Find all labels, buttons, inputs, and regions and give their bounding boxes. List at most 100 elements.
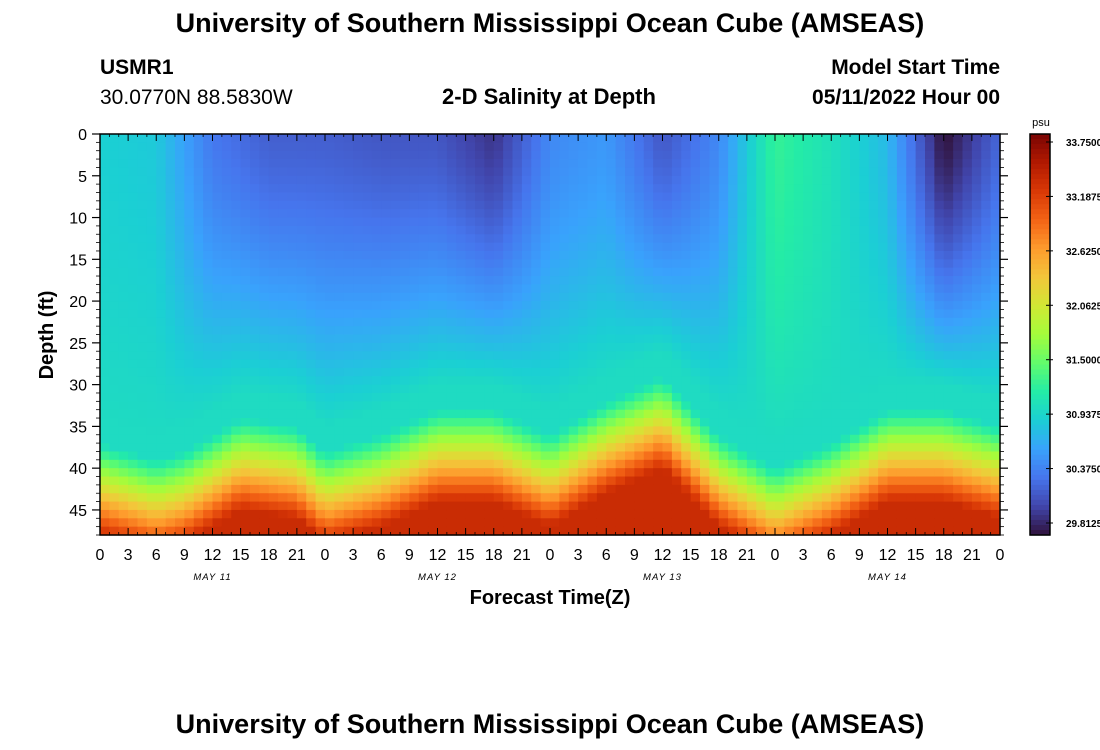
heatmap-cell bbox=[521, 175, 532, 185]
heatmap-cell bbox=[353, 284, 364, 294]
heatmap-cell bbox=[606, 384, 617, 394]
heatmap-cell bbox=[465, 284, 476, 294]
heatmap-cell bbox=[765, 292, 776, 302]
heatmap-cell bbox=[850, 192, 860, 202]
heatmap-cell bbox=[625, 468, 635, 478]
heatmap-cell bbox=[962, 484, 973, 494]
heatmap-cell bbox=[240, 167, 251, 177]
heatmap-cell bbox=[971, 267, 982, 277]
heatmap-cell bbox=[859, 359, 870, 369]
heatmap-cell bbox=[521, 526, 532, 536]
heatmap-cell bbox=[587, 276, 598, 285]
heatmap-cell bbox=[156, 159, 167, 169]
heatmap-cell bbox=[353, 317, 364, 327]
heatmap-cell bbox=[325, 493, 335, 503]
heatmap-cell bbox=[662, 509, 673, 519]
heatmap-cell bbox=[690, 409, 701, 419]
heatmap-cell bbox=[784, 209, 795, 219]
heatmap-cell bbox=[625, 200, 635, 210]
heatmap-cell bbox=[878, 443, 889, 453]
heatmap-cell bbox=[962, 217, 973, 227]
heatmap-cell bbox=[353, 401, 364, 411]
heatmap-cell bbox=[925, 209, 935, 219]
heatmap-cell bbox=[400, 359, 410, 369]
heatmap-cell bbox=[531, 317, 542, 327]
heatmap-cell bbox=[306, 443, 317, 453]
heatmap-cell bbox=[803, 242, 814, 252]
heatmap-cell bbox=[615, 334, 626, 344]
heatmap-cell bbox=[625, 184, 635, 194]
heatmap-cell bbox=[896, 367, 907, 377]
heatmap-cell bbox=[418, 234, 429, 244]
heatmap-cell bbox=[493, 493, 504, 503]
heatmap-cell bbox=[456, 259, 467, 269]
heatmap-cell bbox=[128, 276, 139, 285]
heatmap-cell bbox=[325, 409, 335, 419]
colorbar-segment bbox=[1030, 199, 1050, 205]
heatmap-cell bbox=[718, 459, 729, 469]
heatmap-cell bbox=[578, 351, 589, 361]
heatmap-cell bbox=[362, 351, 373, 361]
heatmap-cell bbox=[540, 401, 551, 411]
heatmap-cell bbox=[296, 451, 307, 461]
heatmap-cell bbox=[887, 426, 898, 436]
heatmap-cell bbox=[109, 342, 120, 352]
heatmap-cell bbox=[250, 200, 260, 210]
heatmap-cell bbox=[268, 484, 279, 494]
heatmap-cell bbox=[100, 434, 110, 444]
heatmap-cell bbox=[821, 242, 832, 252]
heatmap-cell bbox=[953, 501, 964, 511]
heatmap-cell bbox=[503, 484, 514, 494]
heatmap-cell bbox=[493, 326, 504, 336]
heatmap-cell bbox=[634, 484, 645, 494]
heatmap-cell bbox=[353, 493, 364, 503]
heatmap-cell bbox=[240, 409, 251, 419]
heatmap-cell bbox=[896, 267, 907, 277]
heatmap-cell bbox=[137, 326, 148, 336]
heatmap-cell bbox=[578, 509, 589, 519]
heatmap-cell bbox=[765, 250, 776, 260]
heatmap-cell bbox=[231, 468, 242, 478]
heatmap-cell bbox=[962, 134, 973, 143]
heatmap-cell bbox=[156, 242, 167, 252]
heatmap-cell bbox=[521, 267, 532, 277]
heatmap-cell bbox=[184, 209, 195, 219]
heatmap-cell bbox=[540, 159, 551, 169]
heatmap-cell bbox=[493, 200, 504, 210]
heatmap-cell bbox=[250, 501, 260, 511]
heatmap-cell bbox=[278, 409, 289, 419]
heatmap-cell bbox=[287, 301, 298, 311]
heatmap-cell bbox=[737, 359, 748, 369]
heatmap-cell bbox=[456, 518, 467, 528]
heatmap-cell bbox=[503, 167, 514, 177]
heatmap-cell bbox=[400, 451, 410, 461]
heatmap-cell bbox=[718, 150, 729, 160]
heatmap-cell bbox=[371, 276, 382, 285]
heatmap-cell bbox=[775, 401, 785, 411]
heatmap-cell bbox=[137, 426, 148, 436]
heatmap-cell bbox=[353, 359, 364, 369]
heatmap-cell bbox=[128, 526, 139, 536]
heatmap-cell bbox=[381, 367, 392, 377]
heatmap-cell bbox=[362, 250, 373, 260]
heatmap-cell bbox=[990, 317, 1001, 327]
heatmap-cell bbox=[146, 484, 157, 494]
heatmap-cell bbox=[371, 526, 382, 536]
heatmap-cell bbox=[718, 367, 729, 377]
heatmap-cell bbox=[728, 351, 739, 361]
heatmap-cell bbox=[493, 150, 504, 160]
heatmap-cell bbox=[859, 326, 870, 336]
heatmap-cell bbox=[100, 401, 110, 411]
heatmap-cell bbox=[184, 418, 195, 427]
heatmap-cell bbox=[859, 376, 870, 386]
heatmap-cell bbox=[615, 443, 626, 453]
heatmap-cell bbox=[906, 384, 917, 394]
heatmap-cell bbox=[325, 250, 335, 260]
heatmap-cell bbox=[868, 476, 879, 486]
heatmap-cell bbox=[971, 301, 982, 311]
heatmap-cell bbox=[737, 134, 748, 143]
heatmap-cell bbox=[606, 518, 617, 528]
heatmap-cell bbox=[784, 342, 795, 352]
heatmap-cell bbox=[606, 493, 617, 503]
heatmap-cell bbox=[484, 518, 495, 528]
